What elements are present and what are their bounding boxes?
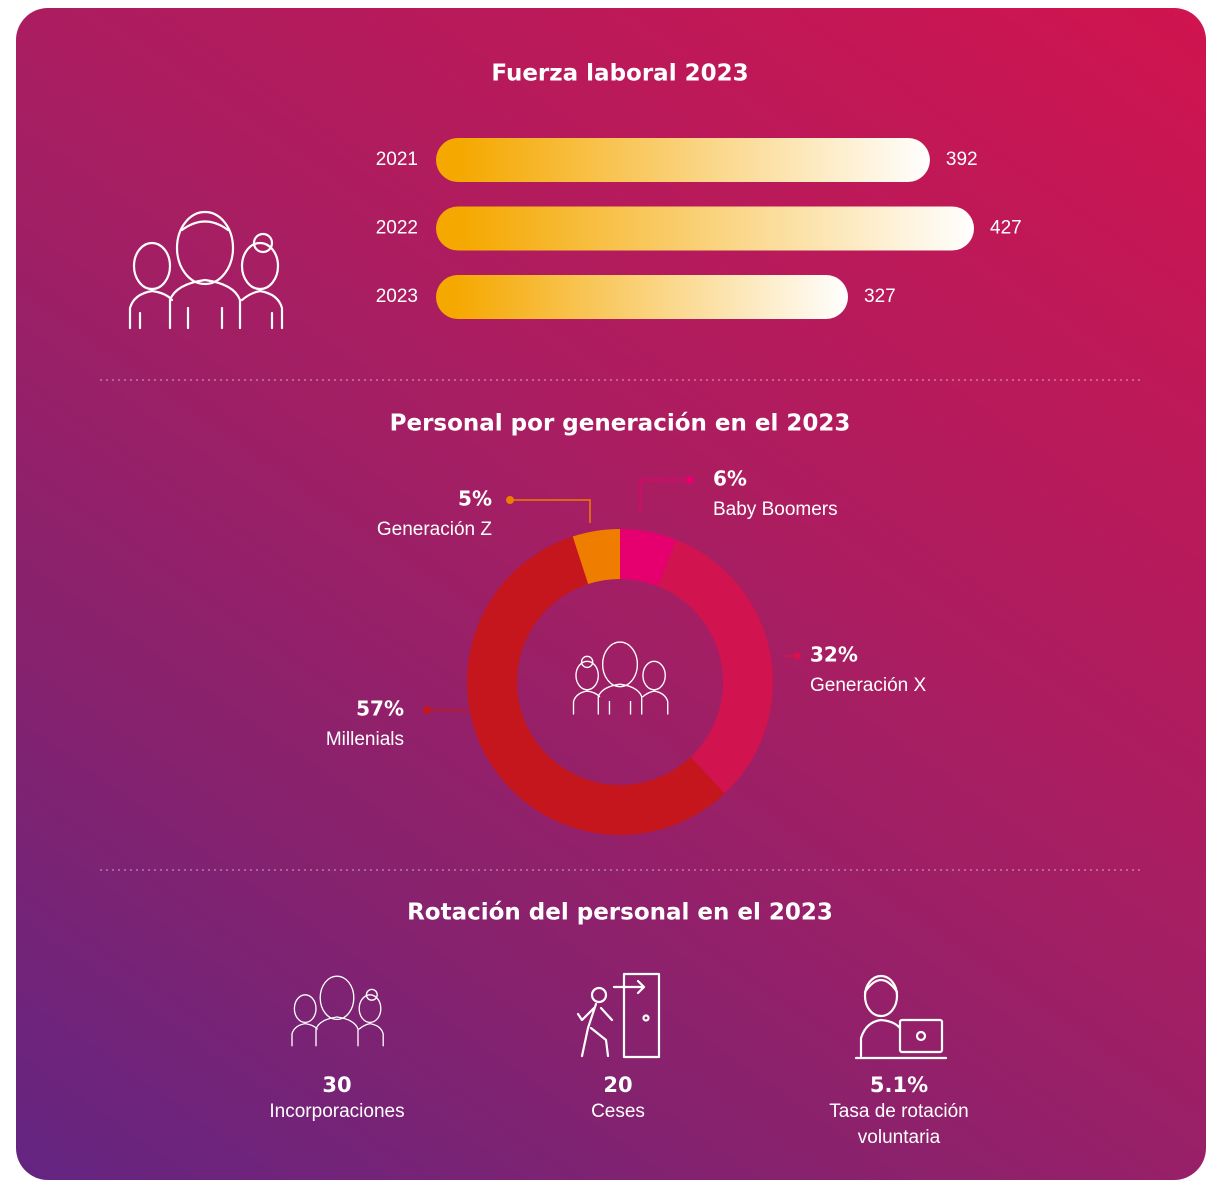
workforce-icon [128,210,284,330]
donut-slice [620,529,677,587]
slice-label: Generación Z [377,519,493,540]
bar [436,206,974,251]
bar [436,275,849,319]
card: Fuerza laboral 2023 Personal por generac… [16,8,1206,1180]
leader-dot [506,496,514,504]
rotation-title: Rotación del personal en el 2023 [407,900,833,926]
slice-value: 32% [810,643,858,667]
exit-icon [576,972,661,1059]
slice-label: Generación X [810,675,927,696]
leader-dot [793,652,801,660]
pie-title: Personal por generación en el 2023 [390,411,851,437]
laptop-icon [854,974,948,1060]
bar-value: 427 [990,218,1022,239]
bar-value: 392 [946,149,978,170]
infographic: Fuerza laboral 2023 Personal por generac… [100,61,1140,1060]
stat-label: Tasa de rotación voluntaria [829,1101,969,1148]
bar-category: 2023 [376,286,418,307]
stat: 5.1% Tasa de rotación voluntaria [789,1073,1009,1151]
bar-category: 2021 [376,149,418,170]
stat-label: Incorporaciones [269,1101,405,1122]
stat-value: 20 [603,1073,633,1097]
slice-value: 6% [713,467,747,491]
stat: 20 Ceses [508,1073,728,1125]
donut-slice [467,536,725,835]
slice-value: 5% [458,487,492,511]
hire-icon [291,975,384,1047]
stat-label: Ceses [591,1101,645,1122]
generation-icon [572,641,669,715]
leader-line [639,479,690,513]
stat-value: 5.1% [869,1073,929,1097]
stat-value: 30 [322,1073,352,1097]
donut-slice [572,529,620,585]
stat: 30 Incorporaciones [227,1073,447,1125]
slice-label: Millenials [326,729,404,750]
leader-dot [423,706,431,714]
slice-value: 57% [356,697,404,721]
donut-slice [657,539,774,794]
bar [436,138,930,182]
bar-title: Fuerza laboral 2023 [491,61,748,87]
leader-dot [686,476,694,484]
bar-category: 2022 [376,218,418,239]
slice-label: Baby Boomers [713,499,838,520]
leader-line [510,499,591,523]
bar-value: 327 [864,286,896,307]
